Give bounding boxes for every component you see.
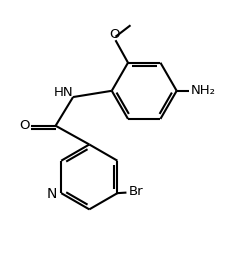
Text: N: N [46, 187, 57, 201]
Text: O: O [108, 28, 119, 41]
Text: O: O [19, 119, 30, 132]
Text: Br: Br [128, 185, 143, 198]
Text: NH₂: NH₂ [190, 84, 214, 97]
Text: HN: HN [53, 86, 72, 99]
